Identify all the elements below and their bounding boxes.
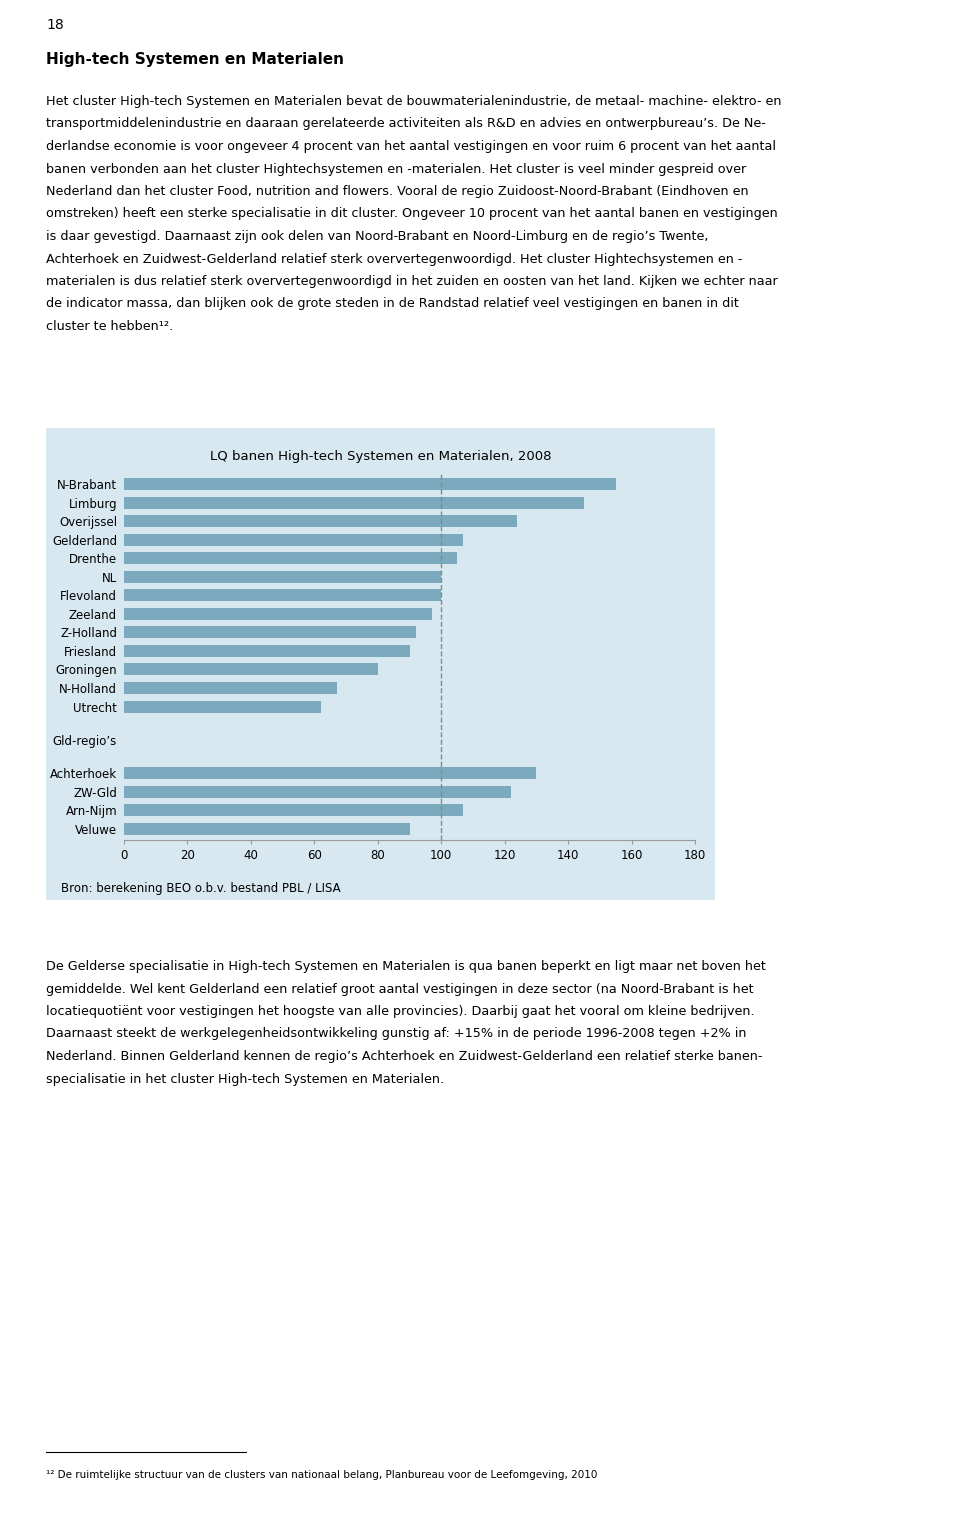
Text: is daar gevestigd. Daarnaast zijn ook delen van Noord-Brabant en Noord-Limburg e: is daar gevestigd. Daarnaast zijn ook de… (46, 230, 708, 244)
Bar (124, 766, 537, 779)
Bar (124, 805, 464, 817)
Text: Achterhoek en Zuidwest-Gelderland relatief sterk oververtegenwoordigd. Het clust: Achterhoek en Zuidwest-Gelderland relati… (46, 253, 742, 265)
Text: De Gelderse specialisatie in High-tech Systemen en Materialen is qua banen beper: De Gelderse specialisatie in High-tech S… (46, 960, 766, 973)
Bar (124, 515, 517, 527)
Text: gemiddelde. Wel kent Gelderland een relatief groot aantal vestigingen in deze se: gemiddelde. Wel kent Gelderland een rela… (46, 983, 754, 995)
Bar (124, 589, 442, 601)
Bar (124, 645, 410, 658)
Bar (124, 664, 378, 676)
Bar (124, 701, 321, 713)
Bar (124, 627, 416, 638)
Text: LQ banen High-tech Systemen en Materialen, 2008: LQ banen High-tech Systemen en Materiale… (209, 451, 551, 463)
Bar (124, 682, 337, 694)
Text: transportmiddelenindustrie en daaraan gerelateerde activiteiten als R&D en advie: transportmiddelenindustrie en daaraan ge… (46, 118, 766, 130)
Bar (124, 533, 464, 546)
Bar (124, 552, 457, 564)
Text: ¹² De ruimtelijke structuur van de clusters van nationaal belang, Planbureau voo: ¹² De ruimtelijke structuur van de clust… (46, 1470, 597, 1479)
Text: 18: 18 (46, 18, 63, 32)
Text: Daarnaast steekt de werkgelegenheidsontwikkeling gunstig af: +15% in de periode : Daarnaast steekt de werkgelegenheidsontw… (46, 1027, 747, 1041)
Text: Bron: berekening BEO o.b.v. bestand PBL / LISA: Bron: berekening BEO o.b.v. bestand PBL … (61, 881, 341, 895)
Text: cluster te hebben¹².: cluster te hebben¹². (46, 320, 173, 333)
Text: de indicator massa, dan blijken ook de grote steden in de Randstad relatief veel: de indicator massa, dan blijken ook de g… (46, 297, 739, 311)
Text: materialen is dus relatief sterk oververtegenwoordigd in het zuiden en oosten va: materialen is dus relatief sterk overver… (46, 274, 778, 288)
Text: locatiequotiënt voor vestigingen het hoogste van alle provincies). Daarbij gaat : locatiequotiënt voor vestigingen het hoo… (46, 1006, 755, 1018)
Bar (124, 478, 615, 491)
Bar (124, 609, 432, 619)
Bar (124, 497, 584, 509)
Text: Het cluster High-tech Systemen en Materialen bevat de bouwmaterialenindustrie, d: Het cluster High-tech Systemen en Materi… (46, 95, 781, 107)
Bar (124, 823, 410, 835)
Text: Nederland. Binnen Gelderland kennen de regio’s Achterhoek en Zuidwest-Gelderland: Nederland. Binnen Gelderland kennen de r… (46, 1050, 762, 1062)
Text: banen verbonden aan het cluster Hightechsystemen en -materialen. Het cluster is : banen verbonden aan het cluster Hightech… (46, 162, 746, 175)
Bar (124, 570, 442, 583)
Text: derlandse economie is voor ongeveer 4 procent van het aantal vestigingen en voor: derlandse economie is voor ongeveer 4 pr… (46, 140, 776, 153)
Bar (124, 786, 511, 797)
Text: High-tech Systemen en Materialen: High-tech Systemen en Materialen (46, 52, 344, 67)
Text: Nederland dan het cluster Food, nutrition and flowers. Vooral de regio Zuidoost-: Nederland dan het cluster Food, nutritio… (46, 185, 749, 198)
Text: omstreken) heeft een sterke specialisatie in dit cluster. Ongeveer 10 procent va: omstreken) heeft een sterke specialisati… (46, 207, 778, 221)
Text: specialisatie in het cluster High-tech Systemen en Materialen.: specialisatie in het cluster High-tech S… (46, 1073, 444, 1085)
